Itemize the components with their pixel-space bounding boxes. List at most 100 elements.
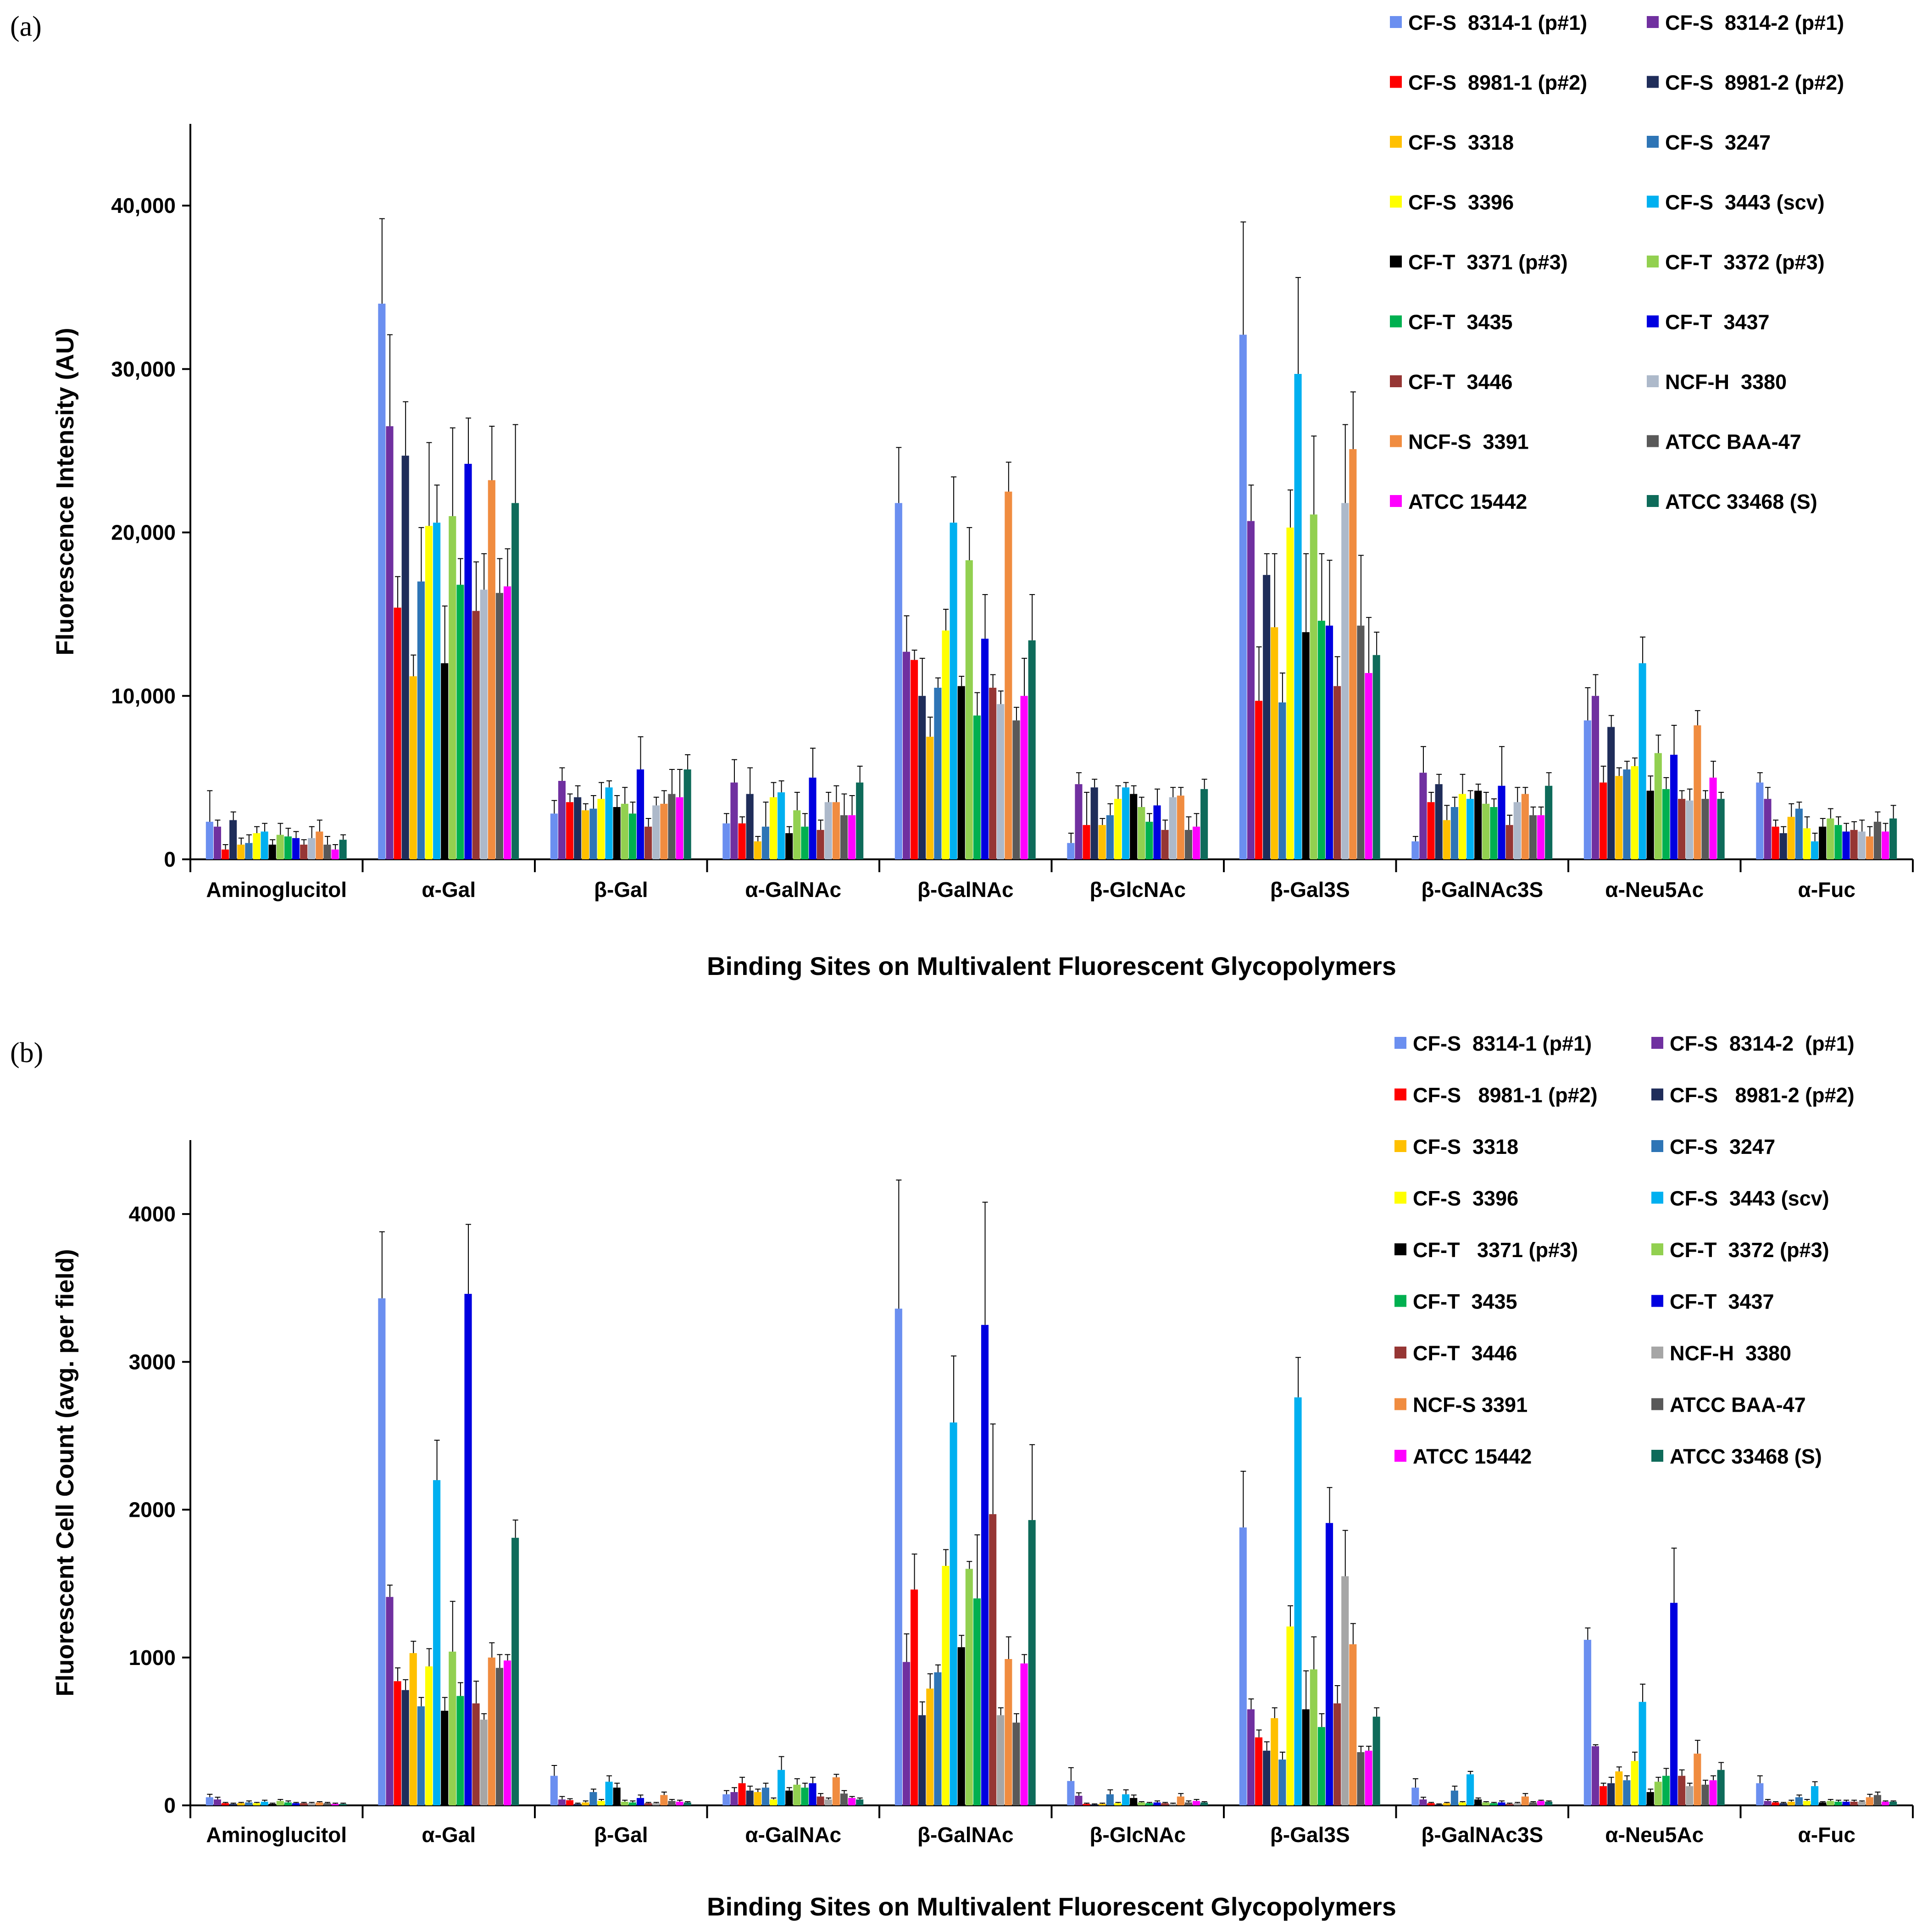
legend-swatch <box>1647 16 1659 28</box>
series-6 <box>245 527 1803 859</box>
bar <box>1130 1798 1138 1805</box>
bar <box>613 1787 621 1805</box>
bar <box>911 1589 918 1805</box>
bar <box>394 607 401 859</box>
bar <box>1161 1803 1169 1805</box>
bar <box>683 1802 691 1805</box>
y-tick-label: 40,000 <box>111 194 176 217</box>
legend-swatch <box>1390 256 1402 267</box>
bar <box>1317 1727 1325 1805</box>
series-3 <box>222 576 1779 859</box>
bar <box>1529 815 1537 859</box>
bar <box>1278 702 1286 859</box>
bar <box>1646 1792 1654 1805</box>
bar <box>480 590 488 859</box>
bar <box>253 833 261 859</box>
bar <box>1247 1709 1255 1805</box>
legend-label: CF-S 8314-2 (p#1) <box>1670 1032 1855 1055</box>
x-tick-label: β-Gal <box>594 1823 648 1847</box>
bar <box>386 1597 394 1805</box>
bar <box>566 802 574 859</box>
bar <box>1012 1722 1020 1805</box>
bar <box>1521 794 1529 859</box>
x-tick-label: β-GlcNAc <box>1089 1823 1186 1847</box>
bar <box>1631 1761 1639 1805</box>
legend-label: NCF-H 3380 <box>1670 1342 1791 1365</box>
bar <box>769 1799 778 1805</box>
bar <box>1787 817 1795 859</box>
bar <box>441 663 449 859</box>
bar <box>1819 1802 1827 1805</box>
legend-label: CF-S 3318 <box>1413 1135 1518 1158</box>
bar <box>950 1422 957 1805</box>
bar <box>1419 1799 1427 1805</box>
bar <box>746 1790 754 1805</box>
bar <box>1357 1752 1365 1805</box>
bar <box>809 1783 817 1805</box>
bar <box>778 792 785 859</box>
bar <box>754 841 761 859</box>
bar <box>316 831 323 859</box>
x-axis-label: Binding Sites on Multivalent Fluorescent… <box>707 1892 1396 1921</box>
bar <box>480 1720 488 1805</box>
bar <box>1834 825 1842 859</box>
bar <box>644 1803 652 1805</box>
bar <box>1012 720 1020 859</box>
bar <box>558 781 566 859</box>
series-18 <box>339 1444 1897 1805</box>
y-tick-label: 20,000 <box>111 521 176 545</box>
bar <box>1075 784 1083 859</box>
bar <box>1263 575 1271 859</box>
legend-swatch <box>1647 315 1659 328</box>
bar <box>628 813 636 859</box>
bar <box>308 838 316 859</box>
bar <box>957 1647 965 1805</box>
legend-label: CF-S 8981-1 (p#2) <box>1408 71 1587 95</box>
series-5 <box>237 1641 1795 1805</box>
bar <box>1192 1801 1200 1805</box>
bar <box>942 1566 950 1805</box>
legend-swatch <box>1651 1140 1663 1152</box>
bar <box>409 676 417 859</box>
bar <box>628 1802 636 1805</box>
bar <box>1623 769 1631 859</box>
bar <box>965 560 973 859</box>
bar <box>848 815 856 859</box>
bar <box>1670 1603 1678 1805</box>
bar <box>817 1796 824 1805</box>
bar <box>323 844 331 859</box>
bar <box>1482 1802 1490 1805</box>
legend-swatch <box>1394 1243 1406 1255</box>
bar <box>1607 727 1615 859</box>
legend-swatch <box>1390 136 1402 148</box>
bar <box>1177 1796 1184 1805</box>
bar <box>840 815 848 859</box>
bar <box>425 1666 433 1805</box>
bar <box>213 826 222 859</box>
bar <box>1271 1718 1278 1805</box>
bar <box>1192 826 1200 859</box>
bar <box>1411 1787 1419 1805</box>
bar <box>1365 1750 1372 1805</box>
bar <box>1756 1783 1764 1805</box>
bar <box>918 696 926 859</box>
bar <box>574 797 582 859</box>
series-10 <box>276 1561 1834 1805</box>
bar <box>965 1569 973 1805</box>
legend-label: CF-S 8981-2 (p#2) <box>1665 71 1844 95</box>
bar <box>683 769 691 859</box>
bar <box>1654 753 1662 859</box>
chart-panel-a: (a) 0 10,000 20,000 30,000 40,000 Fluorescence… <box>10 11 1914 980</box>
legend-swatch <box>1394 1140 1406 1152</box>
bar <box>1169 797 1177 859</box>
bar <box>1583 1640 1591 1805</box>
y-tick-label: 10,000 <box>111 684 176 708</box>
bar <box>417 1706 425 1805</box>
bar <box>1513 802 1521 859</box>
series-9 <box>268 1635 1827 1805</box>
legend-label: ATCC 33468 (S) <box>1670 1445 1822 1468</box>
bar <box>1639 1702 1646 1805</box>
bar <box>1294 374 1302 859</box>
legend-label: CF-S 3443 (scv) <box>1670 1187 1829 1210</box>
